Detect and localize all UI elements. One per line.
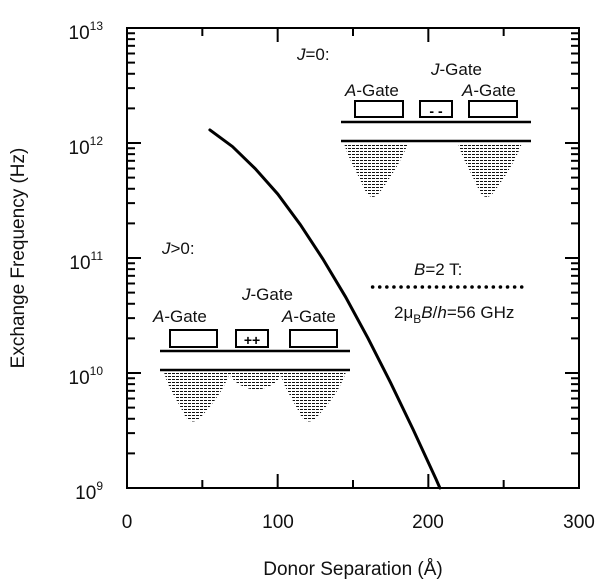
- inset-j-positive-plus-symbol: ++: [244, 332, 260, 348]
- inset-j-zero-mid-gate: [419, 100, 453, 118]
- y-tick-label-1e9: 109: [75, 479, 103, 504]
- y-tick-label-1e13: 1013: [69, 19, 104, 44]
- inset-j-positive: J>0: J-Gate A-Gate A-Gate ++: [152, 239, 350, 422]
- y-axis-title: Exchange Frequency (Hz): [8, 148, 29, 369]
- inset-j-positive-title: J>0:: [161, 239, 195, 258]
- field-annotation: B=2 T:: [414, 260, 462, 279]
- inset-j-positive-mid-donor-cloud: [228, 372, 282, 390]
- inset-j-zero-minus-symbol: - -: [429, 103, 443, 119]
- x-tick-label-200: 200: [412, 512, 444, 533]
- inset-j-positive-left-gate: [169, 329, 218, 348]
- y-tick-label-1e11: 1011: [69, 249, 103, 274]
- inset-j-zero-right-donor-cloud: [458, 143, 522, 197]
- y-tick-label-1e10: 1010: [69, 364, 104, 389]
- inset-j-positive-right-donor-cloud: [280, 372, 346, 422]
- inset-j-zero-right-gate: [468, 100, 518, 118]
- zeeman-annotation: 2μBB/h=56 GHz: [394, 303, 514, 326]
- inset-j-zero-left-gate-label: A-Gate: [344, 81, 399, 100]
- inset-j-zero-left-donor-cloud: [344, 143, 408, 197]
- inset-j-zero-mid-gate-label: J-Gate: [430, 60, 482, 79]
- x-tick-label-0: 0: [122, 512, 133, 533]
- inset-j-zero-title: J=0:: [296, 45, 330, 64]
- x-tick-label-100: 100: [262, 512, 294, 533]
- inset-j-positive-right-gate: [289, 329, 338, 348]
- inset-j-zero-right-gate-label: A-Gate: [461, 81, 516, 100]
- inset-j-zero: J=0: J-Gate A-Gate A-Gate - -: [296, 45, 531, 197]
- inset-j-positive-right-gate-label: A-Gate: [281, 307, 336, 326]
- x-axis-ticks: [126, 28, 580, 488]
- y-tick-label-1e12: 1012: [69, 134, 104, 159]
- x-axis-title: Donor Separation (Å): [263, 559, 443, 580]
- exchange-curve: [208, 128, 442, 490]
- inset-j-positive-left-donor-cloud: [164, 372, 230, 422]
- inset-j-zero-left-gate: [354, 100, 404, 118]
- inset-j-positive-left-gate-label: A-Gate: [152, 307, 207, 326]
- inset-j-positive-mid-gate-label: J-Gate: [241, 285, 293, 304]
- inset-j-positive-mid-gate: [235, 329, 269, 348]
- x-tick-label-300: 300: [563, 512, 595, 533]
- y-axis-ticks: [127, 32, 579, 489]
